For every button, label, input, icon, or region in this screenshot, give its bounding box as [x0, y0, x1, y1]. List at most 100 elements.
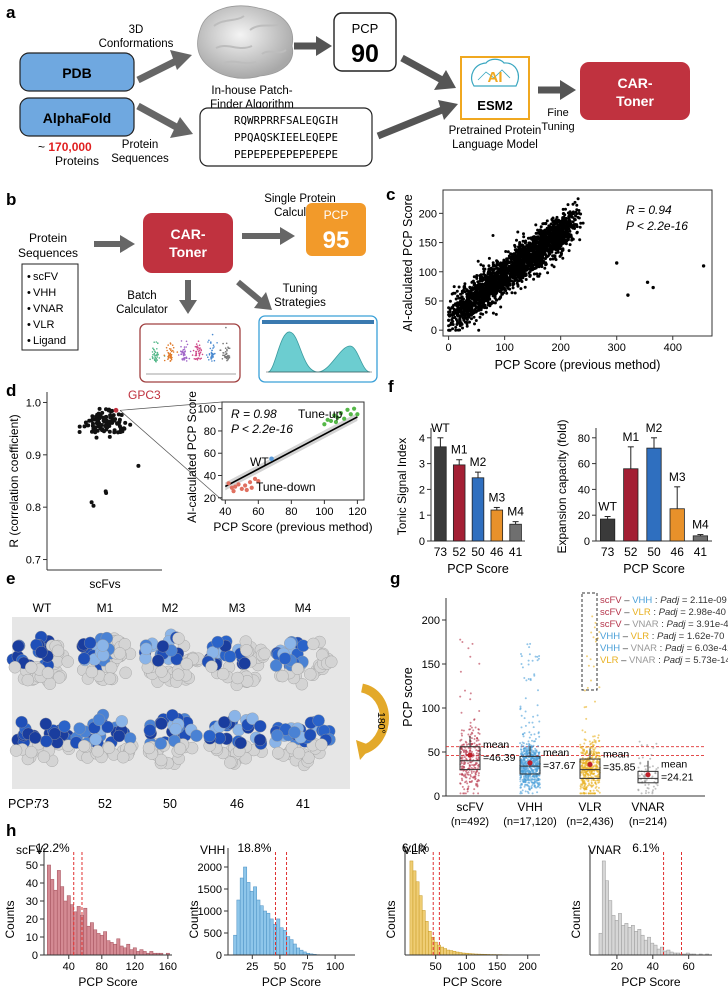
data-point — [461, 641, 464, 643]
comparison-part: = 1.62e-70 — [676, 631, 724, 642]
data-point — [467, 785, 470, 788]
scatter-point — [465, 318, 469, 321]
surface-atom — [48, 727, 61, 740]
batch-dot — [219, 349, 222, 352]
data-point — [520, 753, 523, 756]
scatter-point — [557, 226, 561, 230]
comparison-part: = 2.11e-09 — [679, 595, 727, 606]
histogram-bar — [106, 940, 111, 956]
data-point — [597, 736, 600, 739]
pcp95-label: PCP — [324, 208, 349, 222]
surface-atom — [284, 637, 297, 650]
data-point — [641, 756, 644, 759]
strip-point — [107, 434, 112, 439]
scatter-point — [483, 304, 487, 308]
data-point — [469, 750, 472, 753]
tune-up-point — [355, 412, 360, 417]
data-point — [581, 757, 584, 759]
scatter-point — [552, 265, 556, 269]
scatter-point — [541, 222, 545, 226]
data-point — [520, 758, 523, 760]
batch-dot — [201, 353, 204, 356]
data-point — [531, 792, 534, 795]
scatter-point — [475, 274, 479, 277]
sequence-box — [199, 107, 373, 167]
data-point — [591, 741, 594, 744]
scatter-point — [474, 319, 478, 322]
data-point — [522, 745, 525, 748]
pdb-box — [19, 52, 135, 92]
scatter-point — [487, 267, 491, 271]
strip-point — [94, 417, 99, 422]
comparison-part: – — [620, 643, 631, 654]
data-point — [535, 768, 538, 771]
scatter-point — [564, 221, 568, 225]
data-point — [652, 789, 654, 792]
data-point — [591, 615, 594, 618]
scatter-point — [472, 315, 476, 319]
scatter-point — [579, 221, 583, 225]
scatter-point — [520, 262, 524, 266]
scatter-point — [463, 284, 467, 288]
y-tick-label: 0 — [434, 791, 440, 803]
scatter-point — [517, 271, 521, 275]
strip-point — [103, 489, 108, 494]
scatter-point — [562, 217, 565, 221]
batch-dot — [169, 342, 172, 344]
batch-dot — [213, 346, 215, 348]
data-point — [519, 708, 522, 711]
fine-tuning-label-2: Tuning — [541, 121, 574, 133]
data-point — [477, 756, 480, 759]
scatter-point — [553, 222, 557, 225]
data-point — [476, 780, 478, 783]
scatter-point — [578, 225, 582, 229]
data-point — [461, 754, 463, 757]
scatter-point — [463, 282, 467, 286]
batch-dot — [228, 356, 231, 359]
scatter-point — [497, 297, 501, 301]
scatter-point — [471, 288, 475, 292]
data-point — [463, 788, 466, 791]
batch-dot — [156, 356, 159, 358]
data-point — [582, 773, 585, 776]
scatter-point — [539, 225, 543, 229]
alphafold-label: AlphaFold — [43, 110, 111, 126]
comparison-part: – — [622, 619, 633, 630]
mean-word: mean — [603, 748, 629, 760]
surface-atom — [246, 712, 259, 725]
strip-point — [89, 500, 94, 505]
scatter-point — [542, 246, 546, 250]
data-point — [598, 740, 600, 743]
scatter-point — [519, 287, 523, 291]
data-point — [523, 749, 525, 752]
batch-dot — [167, 358, 169, 361]
scatter-point — [493, 301, 497, 305]
surface-atom — [292, 746, 306, 760]
scatter-point — [488, 285, 491, 288]
scatter-point — [490, 292, 494, 296]
scatter-point — [451, 327, 455, 331]
histogram-bar — [129, 949, 134, 956]
x-tick-label: 400 — [664, 342, 682, 354]
data-point — [460, 773, 463, 776]
data-point — [535, 786, 538, 789]
comparison-part: VHH — [632, 595, 652, 606]
data-point — [534, 655, 537, 658]
comparison-part: – — [622, 607, 633, 618]
batch-dot — [198, 357, 200, 360]
data-point — [590, 631, 593, 634]
data-point — [643, 765, 646, 768]
strip-point — [119, 413, 124, 417]
strip-point — [108, 413, 113, 418]
gpc3-point — [113, 407, 119, 413]
scatter-point — [477, 292, 481, 296]
panel-b: b Protein Sequences • scFV• VHH• VNAR• VLR• L… — [6, 190, 378, 383]
scatter-point — [554, 251, 558, 255]
scatter-point — [459, 314, 463, 318]
data-point — [586, 746, 589, 748]
scatter-point — [456, 312, 460, 316]
bar-wt — [600, 518, 616, 542]
scatter-point — [476, 302, 480, 306]
bar-wt — [434, 446, 447, 542]
